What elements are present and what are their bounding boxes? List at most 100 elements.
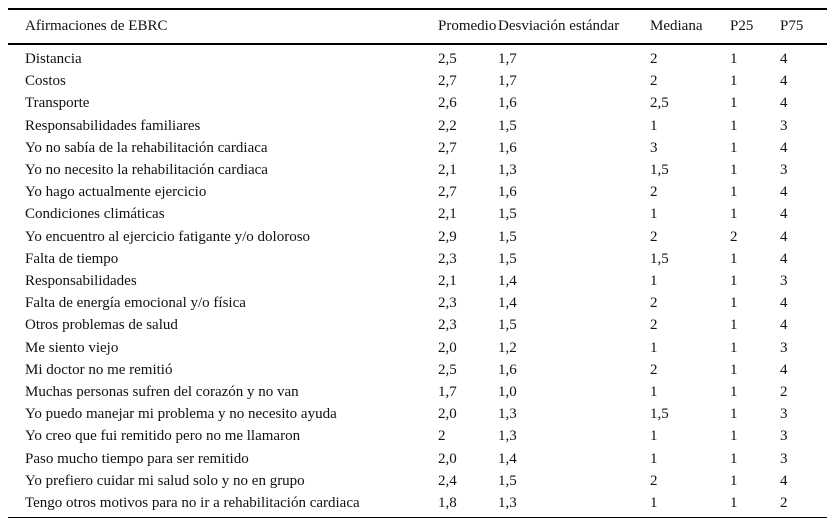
value-cell: 1,3 bbox=[498, 428, 517, 445]
value-cell: 1,6 bbox=[498, 184, 517, 201]
value-cell: 1 bbox=[650, 206, 658, 223]
value-cell: 1,3 bbox=[498, 495, 517, 512]
table-row: Yo encuentro al ejercicio fatigante y/o … bbox=[8, 226, 827, 248]
value-cell: 2,1 bbox=[438, 206, 457, 223]
row-label-cell: Distancia bbox=[25, 51, 82, 67]
value-cell: 1,5 bbox=[650, 250, 669, 267]
value-cell: 2 bbox=[650, 361, 658, 378]
value-cell: 1,5 bbox=[498, 472, 517, 489]
table-row: Yo no necesito la rehabilitación cardiac… bbox=[8, 159, 827, 181]
value-cell: 1,8 bbox=[438, 495, 457, 512]
value-cell: 2,1 bbox=[438, 273, 457, 290]
value-cell: 1,6 bbox=[498, 361, 517, 378]
row-label-cell: Costos bbox=[25, 73, 66, 90]
table-row: Yo prefiero cuidar mi salud solo y no en… bbox=[8, 470, 827, 492]
value-cell: 1,0 bbox=[498, 384, 517, 401]
value-cell: 2,5 bbox=[438, 51, 457, 67]
table-row: Yo puedo manejar mi problema y no necesi… bbox=[8, 403, 827, 425]
value-cell: 1 bbox=[650, 428, 658, 445]
value-cell: 2,0 bbox=[438, 450, 457, 467]
table-row: Paso mucho tiempo para ser remitido 2,0 1,… bbox=[8, 448, 827, 470]
value-cell: 4 bbox=[780, 472, 788, 489]
column-header-mediana: Mediana bbox=[650, 18, 703, 34]
table-row: Falta de tiempo 2,3 1,5 1,5 1 4 bbox=[8, 248, 827, 270]
value-cell: 4 bbox=[780, 228, 788, 245]
value-cell: 1,7 bbox=[498, 73, 517, 90]
value-cell: 2 bbox=[438, 428, 446, 445]
value-cell: 4 bbox=[780, 95, 788, 112]
value-cell: 4 bbox=[780, 51, 788, 67]
value-cell: 2 bbox=[650, 228, 658, 245]
value-cell: 2,7 bbox=[438, 139, 457, 156]
value-cell: 1,5 bbox=[498, 206, 517, 223]
table-row: Yo no sabía de la rehabilitación cardiac… bbox=[8, 137, 827, 159]
value-cell: 2,1 bbox=[438, 162, 457, 179]
table-row: Responsabilidades 2,1 1,4 1 1 3 bbox=[8, 270, 827, 292]
value-cell: 1,6 bbox=[498, 95, 517, 112]
value-cell: 2 bbox=[650, 51, 658, 67]
value-cell: 1 bbox=[730, 95, 738, 112]
value-cell: 1 bbox=[730, 384, 738, 401]
row-label-cell: Yo no sabía de la rehabilitación cardiac… bbox=[25, 139, 268, 156]
value-cell: 1 bbox=[730, 273, 738, 290]
value-cell: 1 bbox=[730, 495, 738, 512]
table-row: Yo hago actualmente ejercicio 2,7 1,6 2 1 4 bbox=[8, 181, 827, 203]
value-cell: 2,6 bbox=[438, 95, 457, 112]
row-label-cell: Me siento viejo bbox=[25, 339, 119, 356]
value-cell: 4 bbox=[780, 184, 788, 201]
row-label-cell: Yo encuentro al ejercicio fatigante y/o … bbox=[25, 228, 311, 245]
value-cell: 2 bbox=[780, 384, 788, 401]
row-label-cell: Responsabilidades bbox=[25, 273, 137, 290]
value-cell: 1 bbox=[730, 139, 738, 156]
value-cell: 1,4 bbox=[498, 273, 517, 290]
value-cell: 1,3 bbox=[498, 162, 517, 179]
row-label-cell: Otros problemas de salud bbox=[25, 317, 178, 334]
value-cell: 1,5 bbox=[498, 117, 517, 134]
row-label-cell: Yo hago actualmente ejercicio bbox=[25, 184, 207, 201]
value-cell: 3 bbox=[780, 428, 788, 445]
value-cell: 1,5 bbox=[498, 228, 517, 245]
value-cell: 3 bbox=[780, 273, 788, 290]
table-row: Falta de energía emocional y/o física 2,3… bbox=[8, 292, 827, 314]
value-cell: 2,3 bbox=[438, 295, 457, 312]
value-cell: 1 bbox=[730, 339, 738, 356]
value-cell: 1,5 bbox=[498, 250, 517, 267]
value-cell: 1 bbox=[730, 361, 738, 378]
row-label-cell: Yo puedo manejar mi problema y no necesi… bbox=[25, 406, 337, 423]
value-cell: 1 bbox=[730, 295, 738, 312]
value-cell: 2,3 bbox=[438, 317, 457, 334]
column-header-p75: P75 bbox=[780, 18, 804, 34]
value-cell: 1 bbox=[730, 428, 738, 445]
value-cell: 1 bbox=[730, 250, 738, 267]
value-cell: 4 bbox=[780, 295, 788, 312]
value-cell: 1 bbox=[730, 406, 738, 423]
value-cell: 3 bbox=[650, 139, 658, 156]
table-row: Muchas personas sufren del corazón y no … bbox=[8, 381, 827, 403]
value-cell: 2,5 bbox=[438, 361, 457, 378]
value-cell: 2,7 bbox=[438, 184, 457, 201]
value-cell: 2 bbox=[650, 295, 658, 312]
row-label-cell: Tengo otros motivos para no ir a rehabil… bbox=[25, 495, 360, 512]
value-cell: 2,9 bbox=[438, 228, 457, 245]
value-cell: 1,2 bbox=[498, 339, 517, 356]
column-header-afirmaciones: Afirmaciones de EBRC bbox=[25, 18, 168, 34]
table-row: Otros problemas de salud 2,3 1,5 2 1 4 bbox=[8, 314, 827, 336]
value-cell: 1,7 bbox=[438, 384, 457, 401]
value-cell: 1,3 bbox=[498, 406, 517, 423]
value-cell: 2 bbox=[650, 317, 658, 334]
value-cell: 1,4 bbox=[498, 450, 517, 467]
value-cell: 1 bbox=[650, 450, 658, 467]
value-cell: 1,5 bbox=[650, 406, 669, 423]
value-cell: 2,0 bbox=[438, 339, 457, 356]
value-cell: 2 bbox=[650, 472, 658, 489]
value-cell: 2,2 bbox=[438, 117, 457, 134]
value-cell: 1,6 bbox=[498, 139, 517, 156]
value-cell: 1,5 bbox=[498, 317, 517, 334]
table-body: Distancia 2,5 1,7 2 1 4 Costos 2,7 1,7 2 1 4 Transpo… bbox=[8, 44, 827, 518]
value-cell: 1 bbox=[730, 317, 738, 334]
value-cell: 1,7 bbox=[498, 51, 517, 67]
value-cell: 2 bbox=[650, 73, 658, 90]
value-cell: 1 bbox=[650, 495, 658, 512]
row-label-cell: Yo no necesito la rehabilitación cardiac… bbox=[25, 162, 268, 179]
table-row: Condiciones climáticas 2,1 1,5 1 1 4 bbox=[8, 203, 827, 225]
